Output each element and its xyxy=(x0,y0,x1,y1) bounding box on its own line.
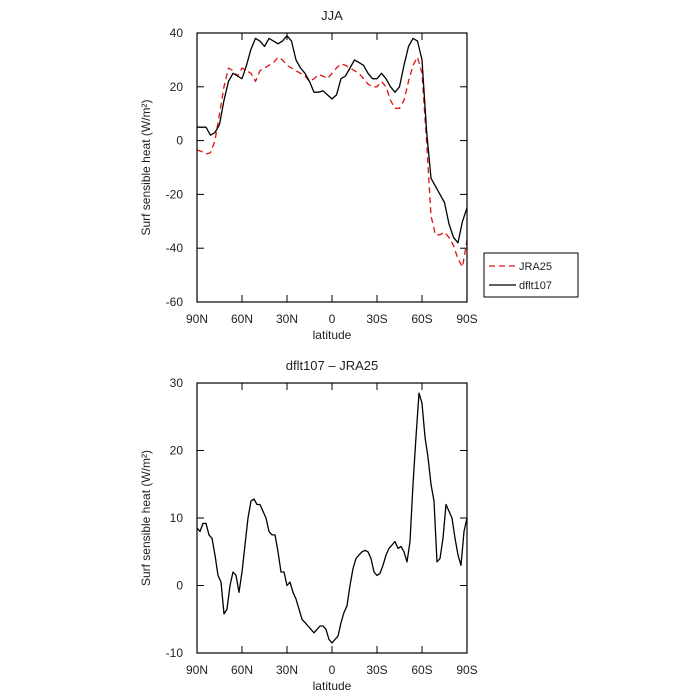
y-tick-label: 0 xyxy=(176,134,183,148)
y-tick-label: -20 xyxy=(166,187,184,201)
y-axis-label: Surf sensible heat (W/m²) xyxy=(139,99,153,235)
legend-label-jra25: JRA25 xyxy=(519,261,552,273)
chart-title: dflt107 – JRA25 xyxy=(286,358,379,373)
y-tick-label: -10 xyxy=(166,646,184,660)
y-tick-label: 20 xyxy=(170,444,184,458)
x-tick-label: 30N xyxy=(276,312,298,326)
plot-frame xyxy=(196,382,468,654)
legend-label-dflt107: dflt107 xyxy=(519,280,552,292)
x-tick-label: 30S xyxy=(366,312,387,326)
series-line-difference xyxy=(196,392,468,644)
y-tick-label: 10 xyxy=(170,511,184,525)
chart-title: JJA xyxy=(321,8,343,23)
legend-box xyxy=(483,252,579,298)
x-tick-label: 0 xyxy=(329,663,336,677)
x-tick-label: 90S xyxy=(456,663,477,677)
x-tick-label: 60N xyxy=(231,312,253,326)
x-tick-label: 0 xyxy=(329,312,336,326)
y-tick-label: -60 xyxy=(166,295,184,309)
x-tick-label: 60S xyxy=(411,663,432,677)
bottom-panel-difference: dflt107 – JRA25 -10 0 10 20 30 90N 60N 30N 0 30S 60… xyxy=(139,358,478,693)
y-tick-label: 0 xyxy=(176,579,183,593)
plot-frame xyxy=(196,32,468,303)
top-panel-jja: JJA -60 -40 -20 0 20 40 90N 60N 30N 0 30S 60S 90S lati… xyxy=(139,8,579,342)
y-tick-label: 40 xyxy=(170,26,184,40)
x-tick-label: 90N xyxy=(186,663,208,677)
y-axis-label: Surf sensible heat (W/m²) xyxy=(139,450,153,586)
y-tick-label: -40 xyxy=(166,241,184,255)
y-tick-label: 30 xyxy=(170,376,184,390)
series-line-jra25 xyxy=(196,56,468,268)
y-tick-label: 20 xyxy=(170,80,184,94)
x-axis-label: latitude xyxy=(313,679,352,693)
series-line-dflt107 xyxy=(197,35,468,244)
x-tick-label: 90S xyxy=(456,312,477,326)
x-axis-label: latitude xyxy=(313,328,352,342)
x-tick-label: 90N xyxy=(186,312,208,326)
x-tick-label: 60N xyxy=(231,663,253,677)
x-tick-label: 60S xyxy=(411,312,432,326)
x-tick-label: 30S xyxy=(366,663,387,677)
x-tick-label: 30N xyxy=(276,663,298,677)
